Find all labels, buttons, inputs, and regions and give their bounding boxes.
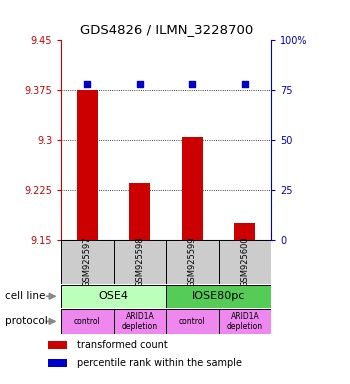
Bar [166,285,271,308]
Title: GDS4826 / ILMN_3228700: GDS4826 / ILMN_3228700 [79,23,253,36]
Point [137,81,143,87]
Bar [182,137,203,240]
Text: transformed count: transformed count [77,340,168,350]
Text: GSM925600: GSM925600 [240,237,250,287]
Text: cell line: cell line [5,291,46,301]
Bar [234,223,255,240]
Text: percentile rank within the sample: percentile rank within the sample [77,358,242,368]
Bar [114,309,166,334]
Bar [77,90,98,240]
Point [85,81,90,87]
Text: GSM925598: GSM925598 [135,237,145,287]
Text: OSE4: OSE4 [99,291,129,301]
Text: ARID1A
depletion: ARID1A depletion [122,312,158,331]
Bar [48,341,67,349]
Point [190,81,195,87]
Bar [130,184,150,240]
Bar [61,309,114,334]
Bar [61,240,114,284]
Text: GSM925597: GSM925597 [83,237,92,287]
Bar [114,240,166,284]
Bar [219,309,271,334]
Text: IOSE80pc: IOSE80pc [192,291,245,301]
Text: control: control [179,317,206,326]
Point [242,81,248,87]
Text: control: control [74,317,101,326]
Bar [166,240,219,284]
Bar [61,285,166,308]
Text: GSM925599: GSM925599 [188,237,197,287]
Text: ARID1A
depletion: ARID1A depletion [227,312,263,331]
Text: protocol: protocol [5,316,48,326]
Bar [219,240,271,284]
Bar [166,309,219,334]
Bar [48,359,67,367]
